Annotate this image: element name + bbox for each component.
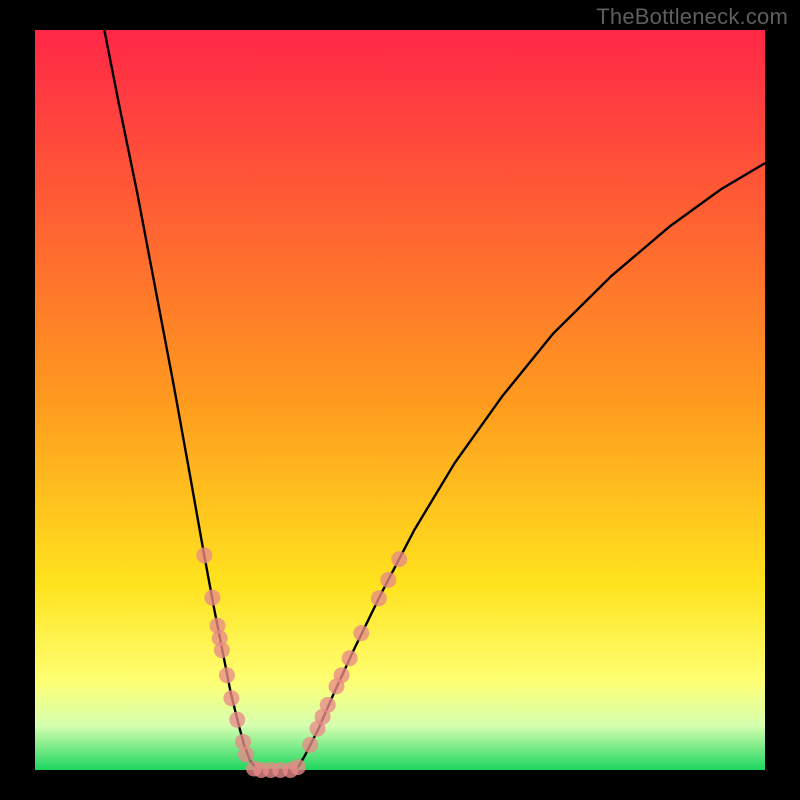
marker-point	[334, 667, 350, 683]
chart-svg	[35, 30, 765, 770]
marker-point	[353, 625, 369, 641]
marker-point	[219, 667, 235, 683]
marker-point	[380, 572, 396, 588]
marker-point	[204, 590, 220, 606]
marker-point	[320, 697, 336, 713]
marker-point	[214, 642, 230, 658]
marker-point	[229, 712, 245, 728]
plot-area	[35, 30, 765, 770]
marker-point	[223, 690, 239, 706]
curve-path	[104, 30, 765, 770]
marker-point	[196, 547, 212, 563]
marker-group	[196, 547, 407, 778]
marker-point	[371, 590, 387, 606]
marker-point	[342, 650, 358, 666]
marker-point	[290, 759, 306, 775]
watermark-text: TheBottleneck.com	[596, 4, 788, 30]
marker-point	[391, 551, 407, 567]
marker-point	[238, 746, 254, 762]
marker-point	[302, 737, 318, 753]
